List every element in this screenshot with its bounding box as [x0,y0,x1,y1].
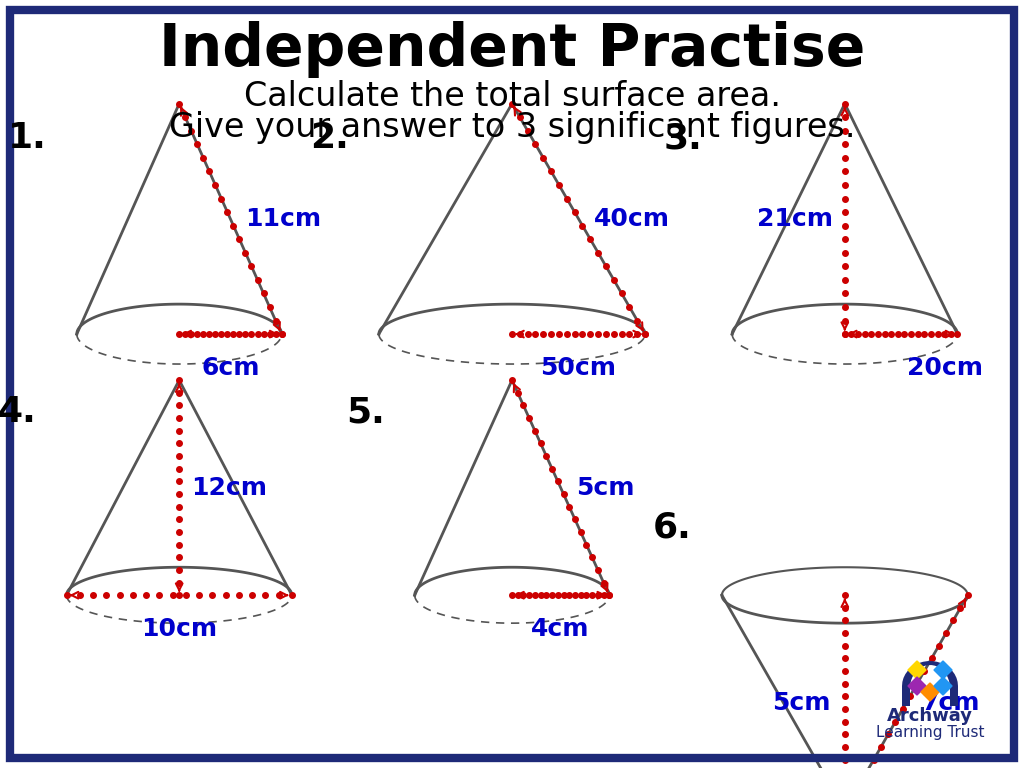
Text: Learning Trust: Learning Trust [876,724,984,740]
Text: 10cm: 10cm [141,617,217,641]
Text: 5cm: 5cm [772,690,830,715]
Text: Calculate the total surface area.: Calculate the total surface area. [244,80,780,112]
Text: 5.: 5. [346,396,385,429]
Text: 6.: 6. [653,510,692,545]
Text: 20cm: 20cm [907,356,983,380]
Text: Archway: Archway [887,707,973,725]
Text: 7cm: 7cm [922,690,980,715]
Polygon shape [934,677,952,695]
Text: 50cm: 50cm [541,356,616,380]
Text: 4cm: 4cm [531,617,590,641]
Text: Give your answer to 3 significant figures.: Give your answer to 3 significant figure… [169,111,855,144]
Text: 12cm: 12cm [191,475,267,500]
Text: 5cm: 5cm [575,475,634,500]
Polygon shape [934,661,952,679]
Text: 40cm: 40cm [594,207,670,231]
Text: 4.: 4. [0,396,37,429]
Text: 21cm: 21cm [757,207,833,231]
Text: 2.: 2. [310,121,349,155]
Polygon shape [921,683,939,701]
PathPatch shape [902,661,958,706]
Text: 11cm: 11cm [246,207,322,231]
Text: 6cm: 6cm [201,356,260,380]
Text: 3.: 3. [664,121,702,155]
Text: Independent Practise: Independent Practise [159,22,865,78]
Polygon shape [908,677,926,695]
Polygon shape [908,661,926,679]
Text: 1.: 1. [8,121,47,155]
